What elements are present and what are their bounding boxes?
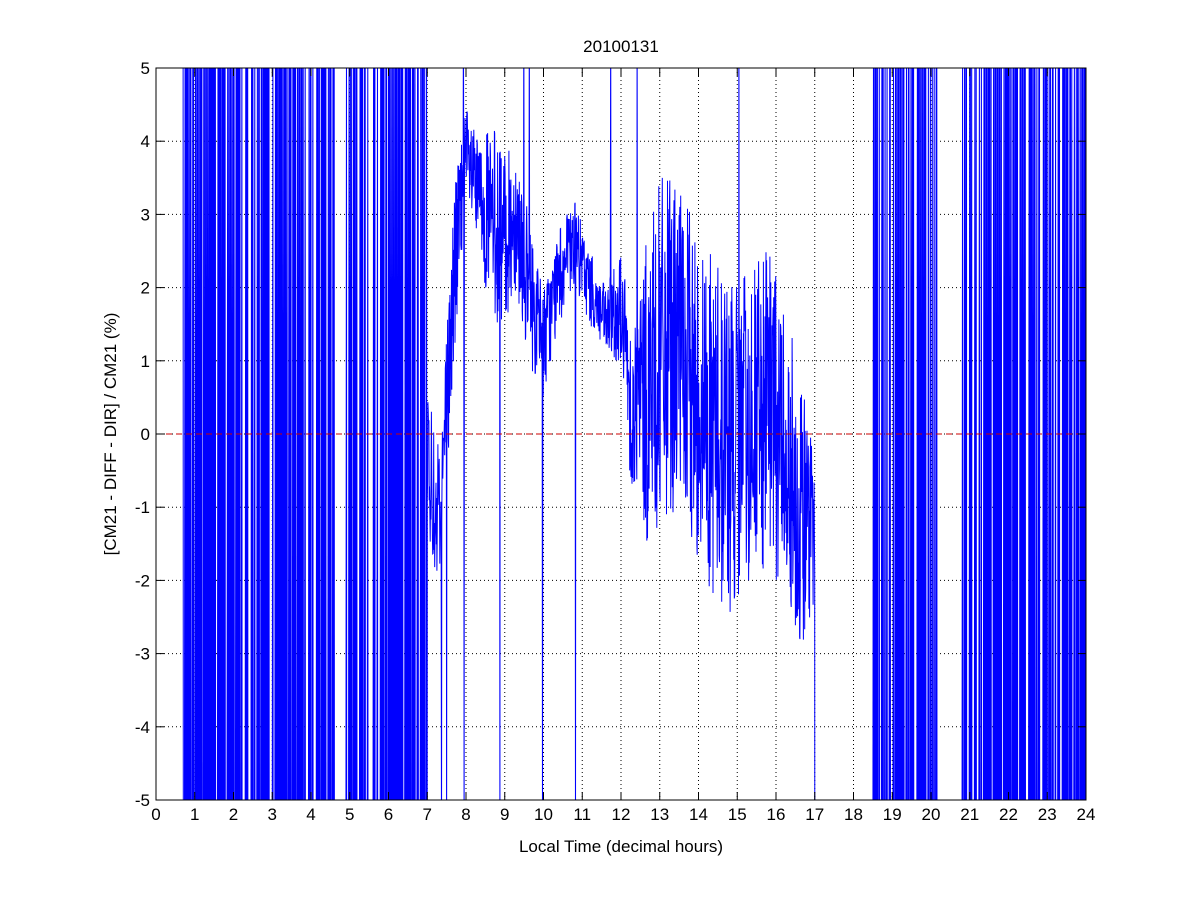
x-tick-label: 12	[612, 805, 631, 824]
y-tick-label: 3	[141, 205, 150, 224]
x-tick-label: 8	[461, 805, 470, 824]
x-tick-label: 22	[999, 805, 1018, 824]
data-series	[182, 68, 1086, 800]
series-line	[182, 68, 1086, 800]
x-tick-label: 6	[384, 805, 393, 824]
x-tick-label: 13	[650, 805, 669, 824]
x-tick-label: 21	[960, 805, 979, 824]
y-tick-label: 5	[141, 59, 150, 78]
x-axis-label: Local Time (decimal hours)	[519, 837, 723, 856]
x-tick-label: 9	[500, 805, 509, 824]
x-tick-label: 1	[190, 805, 199, 824]
x-tick-label: 2	[229, 805, 238, 824]
x-tick-label: 20	[922, 805, 941, 824]
x-tick-label: 4	[306, 805, 315, 824]
chart-title: 20100131	[583, 37, 659, 56]
x-tick-label: 5	[345, 805, 354, 824]
x-tick-label: 11	[573, 805, 591, 824]
y-tick-label: -1	[135, 498, 150, 517]
y-tick-label: -2	[135, 571, 150, 590]
x-tick-label: 3	[268, 805, 277, 824]
y-tick-label: 4	[141, 132, 150, 151]
y-axis-ticks: -5 -4 -3 -2 -1 0 1 2 3 4 5	[135, 59, 1086, 810]
x-tick-label: 14	[689, 805, 708, 824]
x-tick-label: 24	[1077, 805, 1096, 824]
x-tick-label: 23	[1038, 805, 1057, 824]
y-tick-label: 1	[141, 352, 150, 371]
x-axis-ticks: 0 1 2 3 4 5 6 7 8 9 10 11 12 13 14 15 16 17 18 19 20 21 22 23 24	[151, 68, 1095, 824]
x-tick-label: 15	[728, 805, 747, 824]
x-tick-label: 16	[767, 805, 786, 824]
plot-area	[156, 68, 1086, 800]
x-tick-label: 10	[534, 805, 553, 824]
y-tick-label: -3	[135, 645, 150, 664]
y-axis-label: [CM21 - DIFF - DIR] / CM21 (%)	[101, 313, 120, 556]
x-tick-label: 19	[883, 805, 902, 824]
y-tick-label: 0	[141, 425, 150, 444]
y-tick-label: -5	[135, 791, 150, 810]
y-tick-label: 2	[141, 279, 150, 298]
x-tick-label: 0	[151, 805, 160, 824]
x-tick-label: 18	[844, 805, 863, 824]
x-tick-label: 17	[805, 805, 824, 824]
y-tick-label: -4	[135, 718, 150, 737]
x-tick-label: 7	[423, 805, 432, 824]
